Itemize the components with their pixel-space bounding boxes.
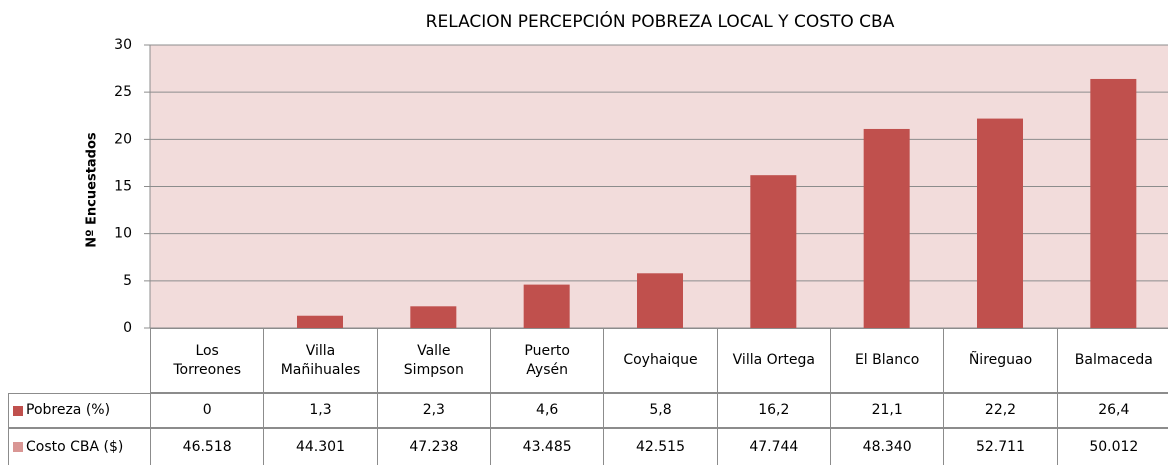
y-tick-label: 20 xyxy=(114,131,132,147)
table-value: 47.238 xyxy=(376,428,491,465)
bar xyxy=(410,306,457,328)
y-tick-label: 10 xyxy=(114,226,132,242)
bar xyxy=(637,273,683,328)
table-value: 46.518 xyxy=(150,428,265,465)
table-value: 16,2 xyxy=(716,393,831,428)
category-cell: Coyhaique xyxy=(603,328,718,393)
table-value: 22,2 xyxy=(943,393,1058,428)
bar xyxy=(523,284,570,328)
bar xyxy=(977,118,1023,328)
category-cell: Valle Simpson xyxy=(376,328,491,393)
legend-swatch xyxy=(13,405,23,416)
table-value: 0 xyxy=(150,393,265,428)
legend-cell: Costo CBA ($) xyxy=(8,428,151,465)
table-value: 26,4 xyxy=(1056,393,1168,428)
table-value: 42.515 xyxy=(603,428,718,465)
table-value: 43.485 xyxy=(490,428,605,465)
category-cell: Villa Mañihuales xyxy=(263,328,378,393)
table-value: 44.301 xyxy=(263,428,378,465)
y-tick-label: 30 xyxy=(114,37,132,53)
bar xyxy=(297,315,343,328)
category-cell: El Blanco xyxy=(830,328,945,393)
table-value: 50.012 xyxy=(1056,428,1168,465)
category-cell: Balmaceda xyxy=(1056,328,1168,393)
category-cell: Villa Ortega xyxy=(716,328,831,393)
bar xyxy=(1090,78,1137,329)
legend-cell: Pobreza (%) xyxy=(8,393,151,428)
table-value: 2,3 xyxy=(376,393,491,428)
table-value: 21,1 xyxy=(830,393,945,428)
chart-title: RELACION PERCEPCIÓN POBREZA LOCAL Y COST… xyxy=(426,10,895,32)
legend-label: Costo CBA ($) xyxy=(26,438,124,455)
category-cell: Ñireguao xyxy=(943,328,1058,393)
y-tick-label: 0 xyxy=(123,320,132,336)
table-value: 5,8 xyxy=(603,393,718,428)
y-tick-label: 15 xyxy=(114,179,132,195)
table-value: 47.744 xyxy=(716,428,831,465)
table-value: 48.340 xyxy=(830,428,945,465)
legend-label: Pobreza (%) xyxy=(26,402,111,419)
y-axis-title: Nº Encuestados xyxy=(85,132,100,248)
y-tick-label: 25 xyxy=(114,84,132,100)
y-tick-label: 5 xyxy=(123,273,132,289)
bar xyxy=(750,175,797,328)
table-value: 4,6 xyxy=(490,393,605,428)
bar xyxy=(863,128,910,328)
table-value: 1,3 xyxy=(263,393,378,428)
table-value: 52.711 xyxy=(943,428,1058,465)
category-cell: Los Torreones xyxy=(150,328,265,393)
category-cell: Puerto Aysén xyxy=(490,328,605,393)
legend-swatch xyxy=(13,442,23,452)
